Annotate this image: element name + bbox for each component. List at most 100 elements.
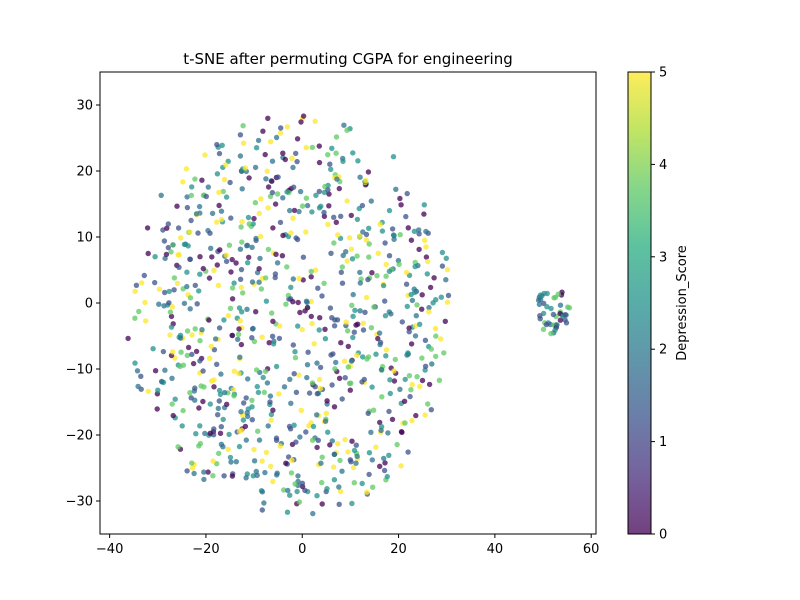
colorbar-tick-label: 1 bbox=[659, 435, 667, 450]
scatter-point bbox=[229, 256, 235, 263]
scatter-point bbox=[562, 312, 568, 318]
scatter-point bbox=[152, 254, 158, 260]
scatter-point bbox=[324, 398, 330, 404]
scatter-point bbox=[409, 417, 415, 424]
scatter-point bbox=[272, 274, 278, 281]
scatter-point bbox=[189, 351, 195, 358]
scatter-point bbox=[209, 210, 216, 217]
scatter-point bbox=[265, 115, 271, 122]
scatter-point bbox=[227, 179, 233, 186]
scatter-point bbox=[249, 417, 255, 423]
scatter-point bbox=[158, 192, 164, 198]
scatter-point bbox=[308, 274, 314, 280]
scatter-point bbox=[156, 301, 162, 307]
scatter-point bbox=[284, 189, 290, 195]
y-axis: −30 −20 −10 0 10 20 30 bbox=[66, 99, 100, 510]
scatter-point bbox=[135, 383, 141, 390]
scatter-point bbox=[243, 395, 249, 401]
colorbar-tick-label: 4 bbox=[659, 158, 667, 173]
scatter-point bbox=[397, 232, 403, 238]
scatter-point bbox=[253, 235, 259, 242]
scatter-point bbox=[272, 201, 279, 207]
scatter-point bbox=[335, 441, 341, 447]
scatter-point bbox=[242, 165, 248, 171]
scatter-point bbox=[240, 290, 246, 296]
scatter-point bbox=[343, 249, 349, 255]
scatter-point bbox=[348, 459, 354, 465]
scatter-point bbox=[168, 313, 175, 320]
scatter-point bbox=[383, 353, 389, 359]
scatter-point bbox=[313, 192, 319, 198]
scatter-point bbox=[319, 479, 325, 486]
scatter-point bbox=[345, 343, 351, 350]
scatter-point bbox=[236, 443, 243, 450]
scatter-point bbox=[236, 326, 242, 332]
scatter-point bbox=[259, 458, 265, 464]
scatter-point bbox=[297, 434, 303, 440]
scatter-point bbox=[362, 309, 368, 315]
scatter-point bbox=[132, 360, 138, 366]
scatter-point bbox=[288, 400, 294, 406]
scatter-point bbox=[208, 343, 214, 350]
scatter-point bbox=[537, 297, 544, 303]
scatter-point bbox=[167, 332, 173, 338]
scatter-point bbox=[329, 382, 335, 388]
scatter-point bbox=[378, 366, 385, 373]
scatter-point bbox=[267, 139, 274, 145]
scatter-point bbox=[194, 301, 200, 307]
scatter-point bbox=[552, 327, 558, 333]
x-tick-label: −20 bbox=[192, 542, 219, 557]
scatter-point bbox=[338, 269, 344, 275]
scatter-point bbox=[175, 225, 182, 231]
scatter-point bbox=[296, 275, 302, 282]
scatter-point bbox=[409, 381, 415, 388]
scatter-point bbox=[366, 254, 372, 260]
scatter-point bbox=[197, 440, 204, 447]
scatter-point bbox=[348, 380, 354, 386]
scatter-point bbox=[368, 198, 374, 204]
scatter-point bbox=[249, 397, 255, 403]
scatter-point bbox=[406, 373, 413, 379]
scatter-point bbox=[188, 217, 194, 224]
scatter-point bbox=[231, 393, 237, 399]
scatter-point bbox=[201, 469, 207, 475]
scatter-point bbox=[264, 168, 270, 174]
scatter-point bbox=[170, 349, 176, 355]
colorbar-tick-label: 0 bbox=[659, 528, 667, 543]
scatter-point bbox=[175, 444, 181, 450]
scatter-point bbox=[245, 214, 252, 221]
scatter-point bbox=[375, 250, 381, 256]
scatter-point bbox=[171, 275, 178, 281]
scatter-point bbox=[536, 301, 543, 308]
scatter-point bbox=[424, 271, 430, 277]
scatter-point bbox=[192, 282, 198, 289]
scatter-point bbox=[552, 294, 559, 301]
scatter-point bbox=[357, 308, 363, 314]
scatter-point bbox=[225, 446, 231, 453]
scatter-point bbox=[201, 476, 207, 483]
scatter-point bbox=[184, 352, 190, 359]
scatter-point bbox=[341, 122, 347, 128]
scatter-point bbox=[345, 328, 351, 334]
scatter-point bbox=[216, 450, 222, 457]
scatter-point bbox=[177, 335, 184, 341]
scatter-point bbox=[270, 341, 277, 347]
scatter-point bbox=[244, 306, 250, 312]
scatter-point bbox=[327, 161, 333, 167]
scatter-point bbox=[340, 158, 346, 164]
scatter-point bbox=[371, 304, 377, 310]
scatter-point bbox=[412, 333, 419, 339]
scatter-point bbox=[330, 464, 337, 470]
scatter-point bbox=[277, 323, 283, 329]
scatter-point bbox=[246, 175, 252, 181]
scatter-point bbox=[256, 437, 263, 443]
scatter-point bbox=[212, 336, 219, 342]
scatter-point bbox=[199, 177, 205, 183]
scatter-point bbox=[245, 376, 251, 382]
scatter-point bbox=[180, 179, 186, 185]
scatter-point bbox=[366, 450, 373, 456]
scatter-point bbox=[240, 140, 247, 146]
scatter-point bbox=[426, 309, 432, 315]
scatter-point bbox=[338, 340, 344, 346]
scatter-point bbox=[382, 313, 389, 319]
